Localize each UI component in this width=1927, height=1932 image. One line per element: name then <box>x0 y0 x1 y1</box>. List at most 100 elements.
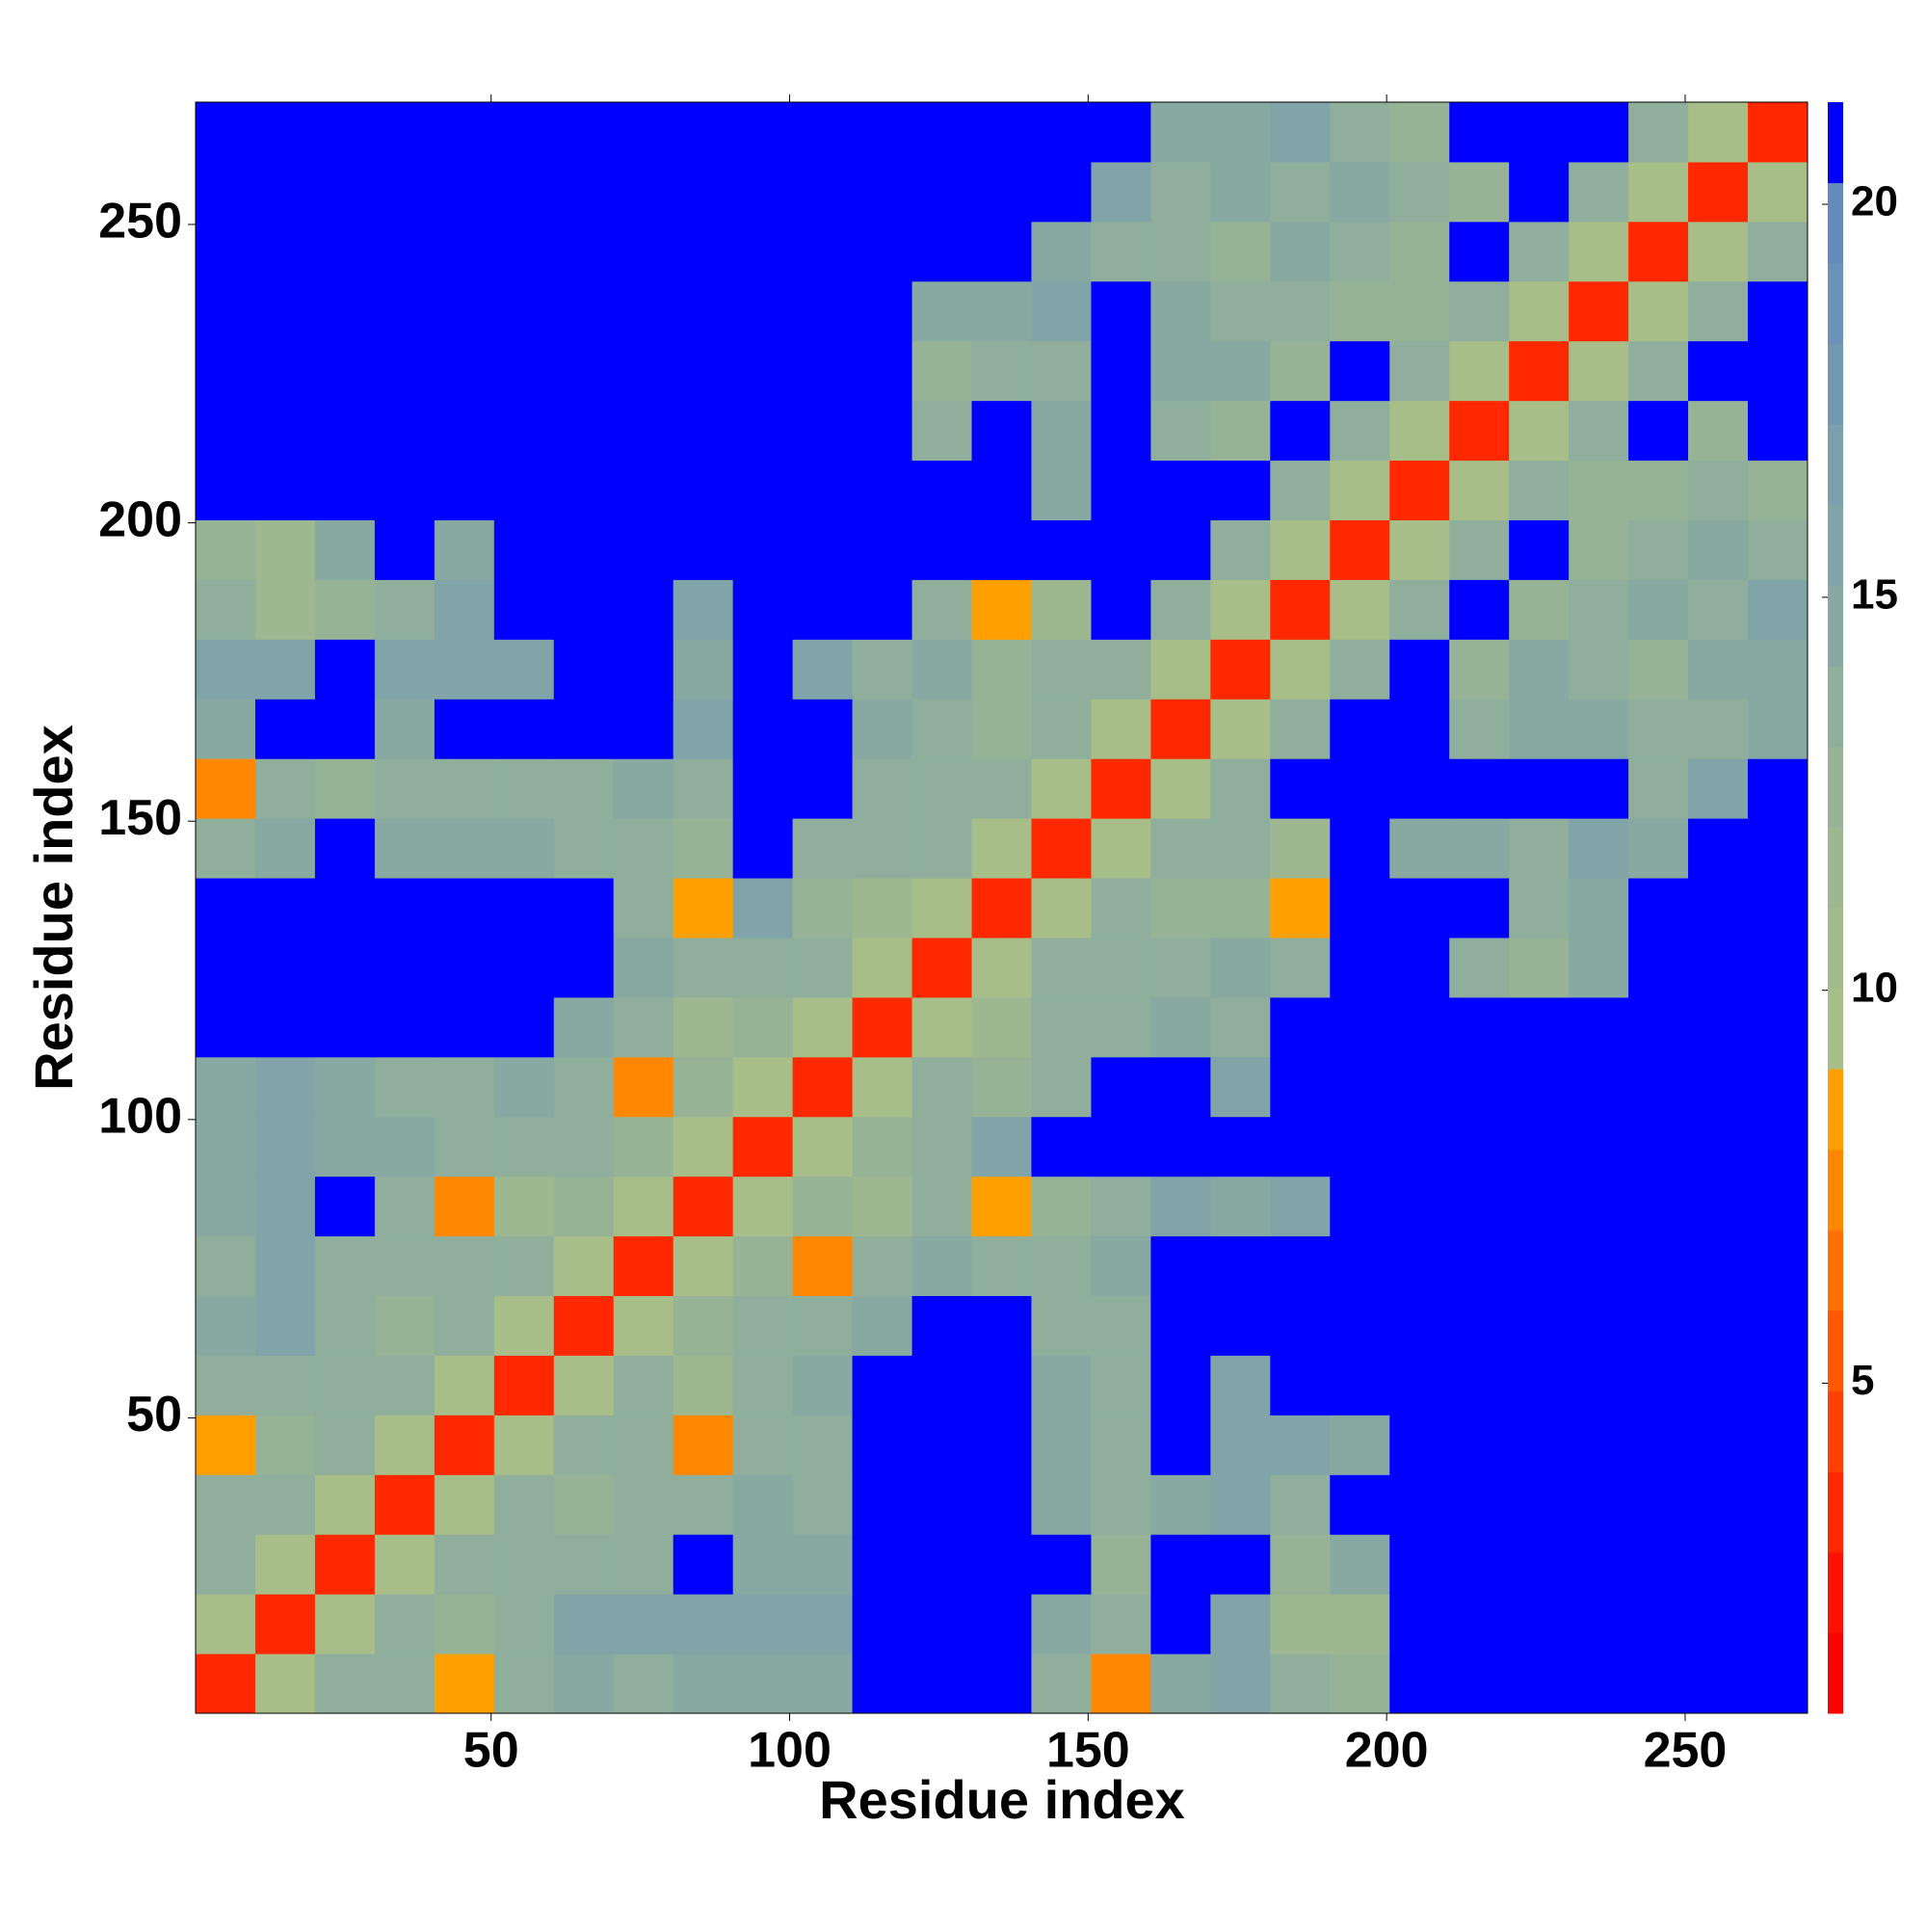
heat-cell <box>1389 1474 1450 1535</box>
heat-cell <box>196 1116 256 1178</box>
heat-cell <box>1091 1235 1151 1297</box>
heat-cell <box>493 1355 555 1416</box>
heat-cell <box>553 639 615 700</box>
heat-cell <box>1628 460 1689 520</box>
heat-cell <box>613 400 674 462</box>
heat-cell <box>1509 161 1570 223</box>
heat-cell <box>1210 937 1271 998</box>
heat-cell <box>434 1295 495 1356</box>
heat-cell <box>553 1176 615 1237</box>
heat-cell <box>911 699 973 759</box>
heat-cell <box>1748 1534 1808 1595</box>
heat-cell <box>613 519 674 580</box>
colorbar-band <box>1828 908 1843 990</box>
heat-cell <box>1569 579 1629 640</box>
heat-cell <box>792 1474 854 1535</box>
heat-cell <box>732 1176 794 1237</box>
heat-cell <box>434 937 495 998</box>
heat-cell <box>613 1654 674 1714</box>
heat-cell <box>852 1295 913 1356</box>
heat-cell <box>434 1534 495 1595</box>
heat-cell <box>1330 102 1390 163</box>
heat-cell <box>852 878 913 939</box>
x-axis-title: Residue index <box>819 1769 1185 1830</box>
heat-cell <box>1210 1415 1271 1475</box>
heat-cell <box>1210 1474 1271 1535</box>
colorbar-band <box>1828 1632 1843 1714</box>
heat-cell <box>493 460 555 520</box>
heat-cell <box>1509 996 1570 1058</box>
heat-cell <box>1569 1474 1629 1535</box>
heat-cell <box>1748 699 1808 759</box>
heat-cell <box>553 1534 615 1595</box>
heat-cell <box>1628 937 1689 998</box>
heat-cell <box>1688 1116 1749 1178</box>
heat-cell <box>314 400 376 462</box>
heat-cell <box>613 1474 674 1535</box>
heat-cell <box>1330 161 1390 223</box>
heat-cell <box>792 460 854 520</box>
heat-cell <box>1569 818 1629 879</box>
heat-cell <box>1748 221 1808 282</box>
heat-cell <box>1389 758 1450 819</box>
y-tick-label: 100 <box>98 1089 182 1145</box>
heat-cell <box>1330 996 1390 1058</box>
heat-cell <box>1569 1355 1629 1416</box>
heat-cell <box>1569 280 1629 342</box>
heat-cell <box>792 519 854 580</box>
heat-cell <box>493 1116 555 1178</box>
heat-cell <box>553 1295 615 1356</box>
heat-cell <box>1091 1654 1151 1714</box>
heat-cell <box>673 280 734 342</box>
heat-cell <box>732 579 794 640</box>
heat-cell <box>1748 1116 1808 1178</box>
heat-cell <box>196 519 256 580</box>
heat-cell <box>314 1474 376 1535</box>
heat-cell <box>314 758 376 819</box>
heat-cell <box>911 1116 973 1178</box>
heat-cell <box>196 161 256 223</box>
heat-cell <box>374 1355 436 1416</box>
heat-cell <box>1688 519 1749 580</box>
heat-cell <box>911 639 973 700</box>
heat-cell <box>673 1474 734 1535</box>
heat-cell <box>1509 460 1570 520</box>
heat-cell <box>1509 1355 1570 1416</box>
heat-cell <box>1270 102 1331 163</box>
heat-cell <box>1389 579 1450 640</box>
heat-cell <box>254 1415 316 1475</box>
heat-cell <box>1509 1176 1570 1237</box>
heat-cell <box>732 878 794 939</box>
heat-cell <box>673 1654 734 1714</box>
heat-cell <box>1031 340 1092 402</box>
heat-cell <box>1688 280 1749 342</box>
heat-cell <box>1688 161 1749 223</box>
heat-cell <box>1210 818 1271 879</box>
heat-cell <box>911 460 973 520</box>
heat-cell <box>434 460 495 520</box>
heat-cell <box>1449 699 1510 759</box>
heat-cell <box>1330 340 1390 402</box>
heat-cell <box>1270 460 1331 520</box>
heat-cell <box>374 1474 436 1535</box>
heat-cell <box>374 1295 436 1356</box>
heat-cell <box>1569 1594 1629 1654</box>
heat-cell <box>613 818 674 879</box>
heat-cell <box>1449 1235 1510 1297</box>
heat-cell <box>1210 579 1271 640</box>
heat-cell <box>1628 1116 1689 1178</box>
heat-cell <box>971 161 1032 223</box>
heat-cell <box>493 1295 555 1356</box>
heat-cell <box>1509 221 1570 282</box>
heat-cell <box>196 280 256 342</box>
heat-cell <box>553 996 615 1058</box>
heat-cell <box>1688 221 1749 282</box>
heat-cell <box>1031 1415 1092 1475</box>
heat-cell <box>911 340 973 402</box>
heat-cell <box>196 639 256 700</box>
heat-cell <box>1389 639 1450 700</box>
heat-cell <box>971 1355 1032 1416</box>
heat-cell <box>792 1056 854 1118</box>
heat-cell <box>1509 1235 1570 1297</box>
heat-cell <box>1210 460 1271 520</box>
